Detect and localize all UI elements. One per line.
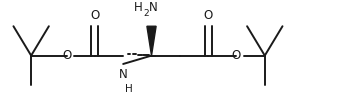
Text: N: N <box>149 1 157 14</box>
Text: 2: 2 <box>143 9 149 18</box>
Text: H: H <box>134 1 142 14</box>
Text: O: O <box>232 49 241 62</box>
Text: O: O <box>204 9 213 22</box>
Text: O: O <box>90 9 99 22</box>
Text: O: O <box>62 49 71 62</box>
Text: N: N <box>119 68 127 81</box>
Polygon shape <box>147 26 156 56</box>
Text: H: H <box>125 84 133 94</box>
